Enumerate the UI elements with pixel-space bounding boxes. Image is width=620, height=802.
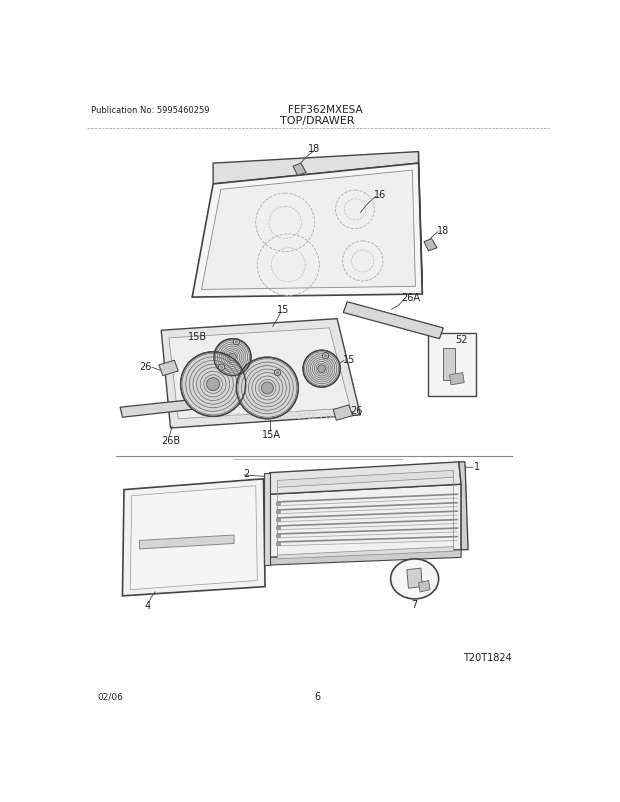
Circle shape	[233, 339, 239, 346]
Polygon shape	[202, 171, 415, 290]
Polygon shape	[169, 329, 350, 419]
Polygon shape	[334, 405, 353, 421]
Polygon shape	[276, 518, 280, 522]
Polygon shape	[130, 486, 257, 590]
Polygon shape	[161, 319, 360, 428]
Circle shape	[220, 367, 223, 369]
Text: 15: 15	[343, 354, 355, 364]
Circle shape	[235, 341, 238, 344]
Text: 15B: 15B	[188, 332, 207, 342]
Circle shape	[214, 339, 251, 376]
Polygon shape	[276, 534, 280, 538]
Polygon shape	[459, 462, 468, 550]
Circle shape	[206, 379, 219, 391]
Polygon shape	[443, 349, 455, 381]
Polygon shape	[293, 164, 306, 176]
Circle shape	[318, 366, 326, 373]
Polygon shape	[278, 471, 453, 488]
Polygon shape	[213, 152, 418, 184]
Circle shape	[322, 353, 329, 359]
Polygon shape	[120, 395, 247, 418]
Polygon shape	[433, 333, 446, 346]
Circle shape	[324, 354, 327, 358]
Polygon shape	[407, 569, 422, 589]
Polygon shape	[276, 502, 280, 506]
Polygon shape	[270, 462, 461, 495]
Circle shape	[276, 371, 279, 375]
Polygon shape	[424, 239, 437, 252]
Circle shape	[262, 383, 273, 395]
Text: 15A: 15A	[262, 430, 281, 439]
Polygon shape	[270, 484, 461, 557]
Text: FEF362MXESA: FEF362MXESA	[288, 105, 363, 115]
Polygon shape	[278, 547, 453, 559]
Circle shape	[229, 354, 236, 362]
Polygon shape	[159, 361, 179, 376]
Polygon shape	[418, 152, 422, 294]
Text: 4: 4	[144, 601, 150, 610]
Text: 26A: 26A	[401, 293, 420, 302]
Polygon shape	[276, 526, 280, 530]
Text: 6: 6	[315, 691, 321, 701]
Text: 26: 26	[350, 405, 363, 415]
Text: 16: 16	[374, 190, 386, 200]
Circle shape	[219, 365, 224, 371]
Text: Publication No: 5995460259: Publication No: 5995460259	[92, 106, 210, 115]
Polygon shape	[276, 510, 280, 514]
Text: 2: 2	[243, 469, 250, 479]
Text: eReplacementParts.com: eReplacementParts.com	[215, 411, 343, 420]
Polygon shape	[418, 581, 430, 592]
Polygon shape	[140, 536, 234, 549]
Text: 26: 26	[140, 362, 152, 372]
Text: T20T1824: T20T1824	[463, 653, 511, 662]
Polygon shape	[123, 480, 265, 596]
Polygon shape	[276, 542, 280, 546]
Ellipse shape	[391, 559, 439, 599]
Polygon shape	[270, 550, 461, 565]
Text: 15: 15	[277, 305, 289, 315]
Polygon shape	[450, 373, 464, 386]
Circle shape	[236, 358, 298, 419]
Text: TOP/DRAWER: TOP/DRAWER	[280, 115, 355, 126]
Text: 02/06: 02/06	[97, 691, 123, 701]
Text: 26B: 26B	[161, 435, 180, 446]
Text: 1: 1	[474, 462, 480, 472]
Polygon shape	[428, 333, 476, 396]
Circle shape	[303, 350, 340, 387]
Polygon shape	[264, 473, 270, 565]
Polygon shape	[192, 164, 422, 298]
Text: 18: 18	[308, 144, 320, 153]
Text: 18: 18	[437, 226, 450, 236]
Circle shape	[275, 370, 281, 376]
Text: 52: 52	[456, 334, 468, 344]
Polygon shape	[343, 302, 443, 339]
Text: 7: 7	[412, 599, 418, 609]
Circle shape	[180, 352, 246, 417]
